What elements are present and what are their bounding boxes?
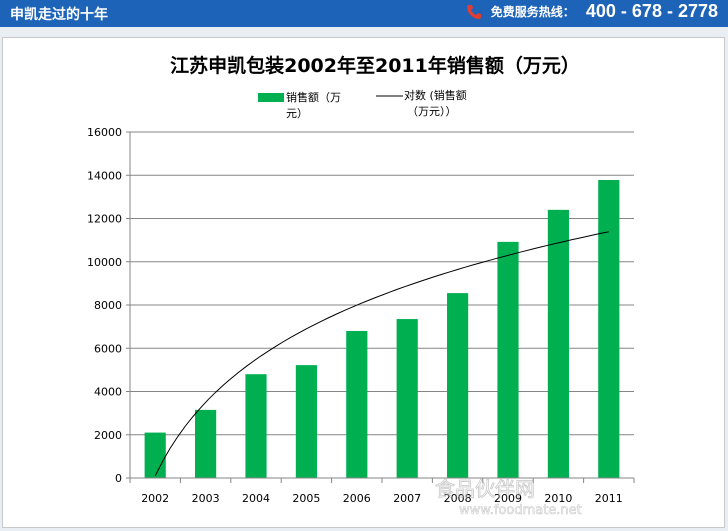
trendline-curve [154, 231, 609, 477]
hotline: 免费服务热线： 400 - 678 - 2778 [466, 1, 718, 22]
x-tick-label: 2005 [292, 492, 320, 505]
bar [497, 241, 519, 478]
sales-chart: 江苏申凯包装2002年至2011年销售额（万元） 销售额（万 元） 对数 (销售… [87, 54, 635, 519]
x-tick-label: 2010 [544, 492, 572, 505]
legend: 销售额（万 元） 对数 (销售额 （万元）） [258, 88, 467, 120]
x-tick-label: 2003 [192, 492, 220, 505]
y-tick-label: 6000 [94, 342, 122, 355]
x-tick-label: 2004 [242, 492, 270, 505]
y-tick-label: 14000 [87, 169, 122, 182]
y-tick-label: 10000 [87, 256, 122, 269]
bar [396, 319, 418, 478]
bar [598, 180, 620, 478]
hotline-label: 免费服务热线： [490, 5, 575, 19]
phone-icon [466, 4, 481, 19]
bar [346, 330, 368, 478]
bar [547, 209, 569, 478]
x-tick-label: 2009 [494, 492, 522, 505]
watermark: 食品伙伴网 www.foodmate.net [435, 477, 582, 519]
y-tick-label: 12000 [87, 213, 122, 226]
top-header-bar: 申凯走过的十年 免费服务热线： 400 - 678 - 2778 [0, 0, 728, 27]
x-tick-label: 2008 [444, 492, 472, 505]
x-tick-label: 2002 [141, 492, 169, 505]
bar [144, 432, 166, 478]
x-tick-label: 2011 [595, 492, 623, 505]
legend-trend-label-line2: （万元）） [407, 105, 457, 118]
y-tick-label: 2000 [94, 429, 122, 442]
y-axis-ticks: 0 2000 4000 6000 8000 10000 12000 14000 16000 [87, 126, 131, 485]
watermark-cn: 食品伙伴网 [435, 477, 535, 501]
legend-trend-label-line1: 对数 (销售额 [404, 88, 467, 102]
bar [447, 293, 469, 478]
bar [295, 365, 317, 478]
watermark-url: www.foodmate.net [459, 503, 582, 518]
bar-series [144, 180, 620, 478]
legend-bar-label-line1: 销售额（万 [286, 90, 341, 104]
y-tick-label: 8000 [94, 299, 122, 312]
chart-panel: 江苏申凯包装2002年至2011年销售额（万元） 销售额（万 元） 对数 (销售… [2, 37, 725, 528]
x-axis-ticks: 2002 2003 2004 2005 2006 2007 2008 2009 2010 2011 [129, 478, 635, 505]
hotline-number: 400 - 678 - 2778 [585, 1, 718, 21]
x-tick-label: 2006 [343, 492, 371, 505]
legend-bar-swatch [258, 93, 284, 102]
y-tick-label: 4000 [94, 386, 122, 399]
page-title: 申凯走过的十年 [10, 7, 108, 23]
bar [195, 409, 217, 478]
x-tick-label: 2007 [393, 492, 421, 505]
chart-title: 江苏申凯包装2002年至2011年销售额（万元） [170, 54, 580, 77]
legend-bar-label-line2: 元） [286, 107, 308, 120]
y-tick-label: 16000 [87, 126, 122, 139]
y-tick-label: 0 [115, 472, 122, 485]
bar [245, 374, 267, 478]
